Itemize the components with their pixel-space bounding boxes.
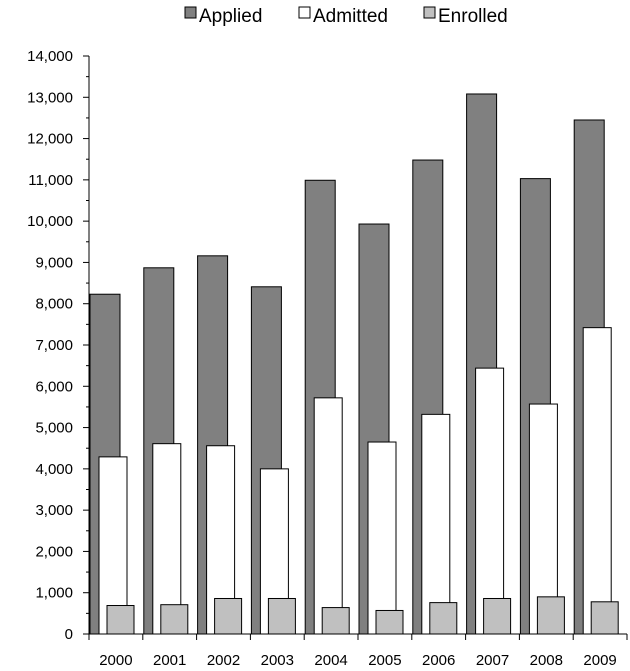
bar-enrolled-2003 <box>267 597 296 635</box>
bar-enrolled-2004 <box>321 607 350 635</box>
bar-admitted-2006 <box>421 413 451 635</box>
bar-enrolled-2000 <box>106 605 135 635</box>
bar-admitted-2000 <box>98 456 128 635</box>
y-tick-label: 3,000 <box>35 502 73 519</box>
legend-swatch-enrolled <box>423 6 436 19</box>
y-tick-label: 13,000 <box>27 89 73 106</box>
legend-swatch-applied <box>184 6 197 19</box>
bar-admitted-2008 <box>528 403 558 635</box>
y-tick-label: 1,000 <box>35 585 73 602</box>
bar-enrolled-2009 <box>590 601 619 635</box>
y-tick-label: 11,000 <box>28 172 73 189</box>
x-tick-label-2003: 2003 <box>261 652 294 669</box>
legend: Applied Admitted Enrolled <box>184 6 508 27</box>
y-tick-label: 14,000 <box>27 48 73 65</box>
legend-label-admitted: Admitted <box>313 6 388 27</box>
x-tick-label-2008: 2008 <box>530 652 563 669</box>
x-tick-label-2004: 2004 <box>314 652 347 669</box>
bar-admitted-2004 <box>313 397 343 635</box>
y-tick-label: 4,000 <box>35 461 73 478</box>
legend-swatch-admitted <box>298 6 311 19</box>
y-tick-label: 0 <box>65 626 73 643</box>
y-tick-label: 6,000 <box>35 378 73 395</box>
x-tick-label-2001: 2001 <box>153 652 186 669</box>
bar-enrolled-2001 <box>160 604 189 635</box>
x-tick-label-2009: 2009 <box>583 652 616 669</box>
y-tick-label: 2,000 <box>35 543 73 560</box>
bar-admitted-2005 <box>367 441 397 635</box>
y-tick-label: 9,000 <box>35 254 73 271</box>
x-tick-label-2000: 2000 <box>99 652 132 669</box>
legend-label-applied: Applied <box>199 6 262 27</box>
bar-admitted-2009 <box>582 327 612 635</box>
bar-enrolled-2007 <box>483 597 512 635</box>
y-tick-label: 8,000 <box>35 296 73 313</box>
y-tick-label: 7,000 <box>35 337 73 354</box>
bar-enrolled-2006 <box>429 602 458 635</box>
x-tick-label-2005: 2005 <box>368 652 401 669</box>
y-axis: 0 1,000 2,000 3,000 4,000 5,000 6,000 7,000 8,00… <box>27 48 90 643</box>
bars <box>89 93 619 635</box>
bar-admitted-2001 <box>152 443 182 635</box>
x-tick-label-2002: 2002 <box>207 652 240 669</box>
x-tick-label-2007: 2007 <box>476 652 509 669</box>
bar-enrolled-2005 <box>375 609 404 635</box>
x-axis: 2000 2001 2002 2003 2004 2005 2006 2007 2008 2009 <box>88 633 628 669</box>
x-tick-label-2006: 2006 <box>422 652 455 669</box>
bar-admitted-2007 <box>475 367 505 635</box>
bar-enrolled-2002 <box>214 597 243 635</box>
y-tick-label: 12,000 <box>27 131 73 148</box>
legend-label-enrolled: Enrolled <box>438 6 508 27</box>
bar-enrolled-2008 <box>536 596 565 635</box>
y-tick-label: 5,000 <box>35 420 73 437</box>
y-tick-label: 10,000 <box>27 213 73 230</box>
